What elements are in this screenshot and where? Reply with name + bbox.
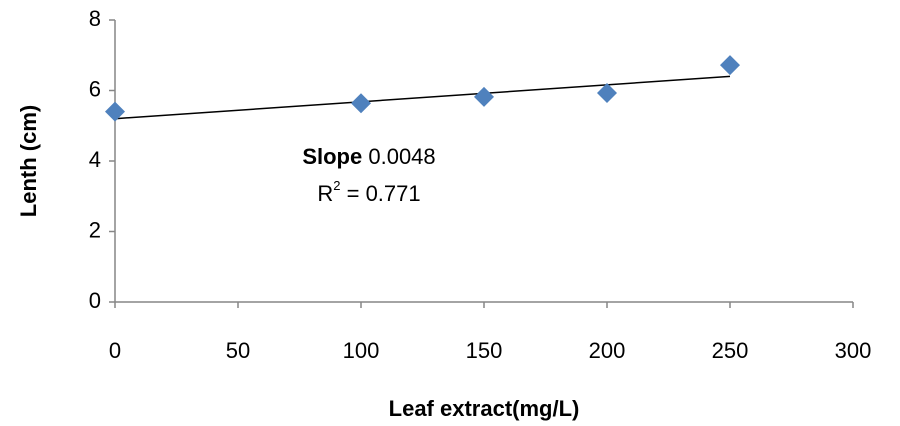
r2-sup: 2 — [333, 178, 340, 193]
x-tick-label: 250 — [712, 338, 749, 363]
x-tick-label: 300 — [835, 338, 872, 363]
x-tick-label: 150 — [466, 338, 503, 363]
data-point — [351, 93, 371, 114]
data-point — [474, 86, 494, 107]
r2-annotation: R2 = 0.771 — [317, 178, 420, 205]
x-tick-label: 100 — [343, 338, 380, 363]
r2-base: R — [317, 181, 333, 206]
y-tick-label: 4 — [89, 147, 101, 172]
slope-annotation: Slope 0.0048 — [302, 144, 435, 169]
x-axis-title: Leaf extract(mg/L) — [389, 396, 580, 421]
x-tick-label: 0 — [109, 338, 121, 363]
x-tick-label: 200 — [589, 338, 626, 363]
data-point — [105, 101, 125, 122]
y-tick-label: 6 — [89, 76, 101, 101]
data-point — [597, 82, 617, 103]
slope-label: Slope — [302, 144, 362, 169]
y-axis-title: Lenth (cm) — [16, 105, 41, 217]
x-tick-label: 50 — [226, 338, 250, 363]
data-point — [720, 55, 740, 76]
trendline — [114, 75, 731, 120]
r2-text: = 0.771 — [347, 181, 421, 206]
y-tick-label: 2 — [89, 217, 101, 242]
y-tick-label: 0 — [89, 288, 101, 313]
y-tick-label: 8 — [89, 6, 101, 31]
slope-value: 0.0048 — [368, 144, 435, 169]
